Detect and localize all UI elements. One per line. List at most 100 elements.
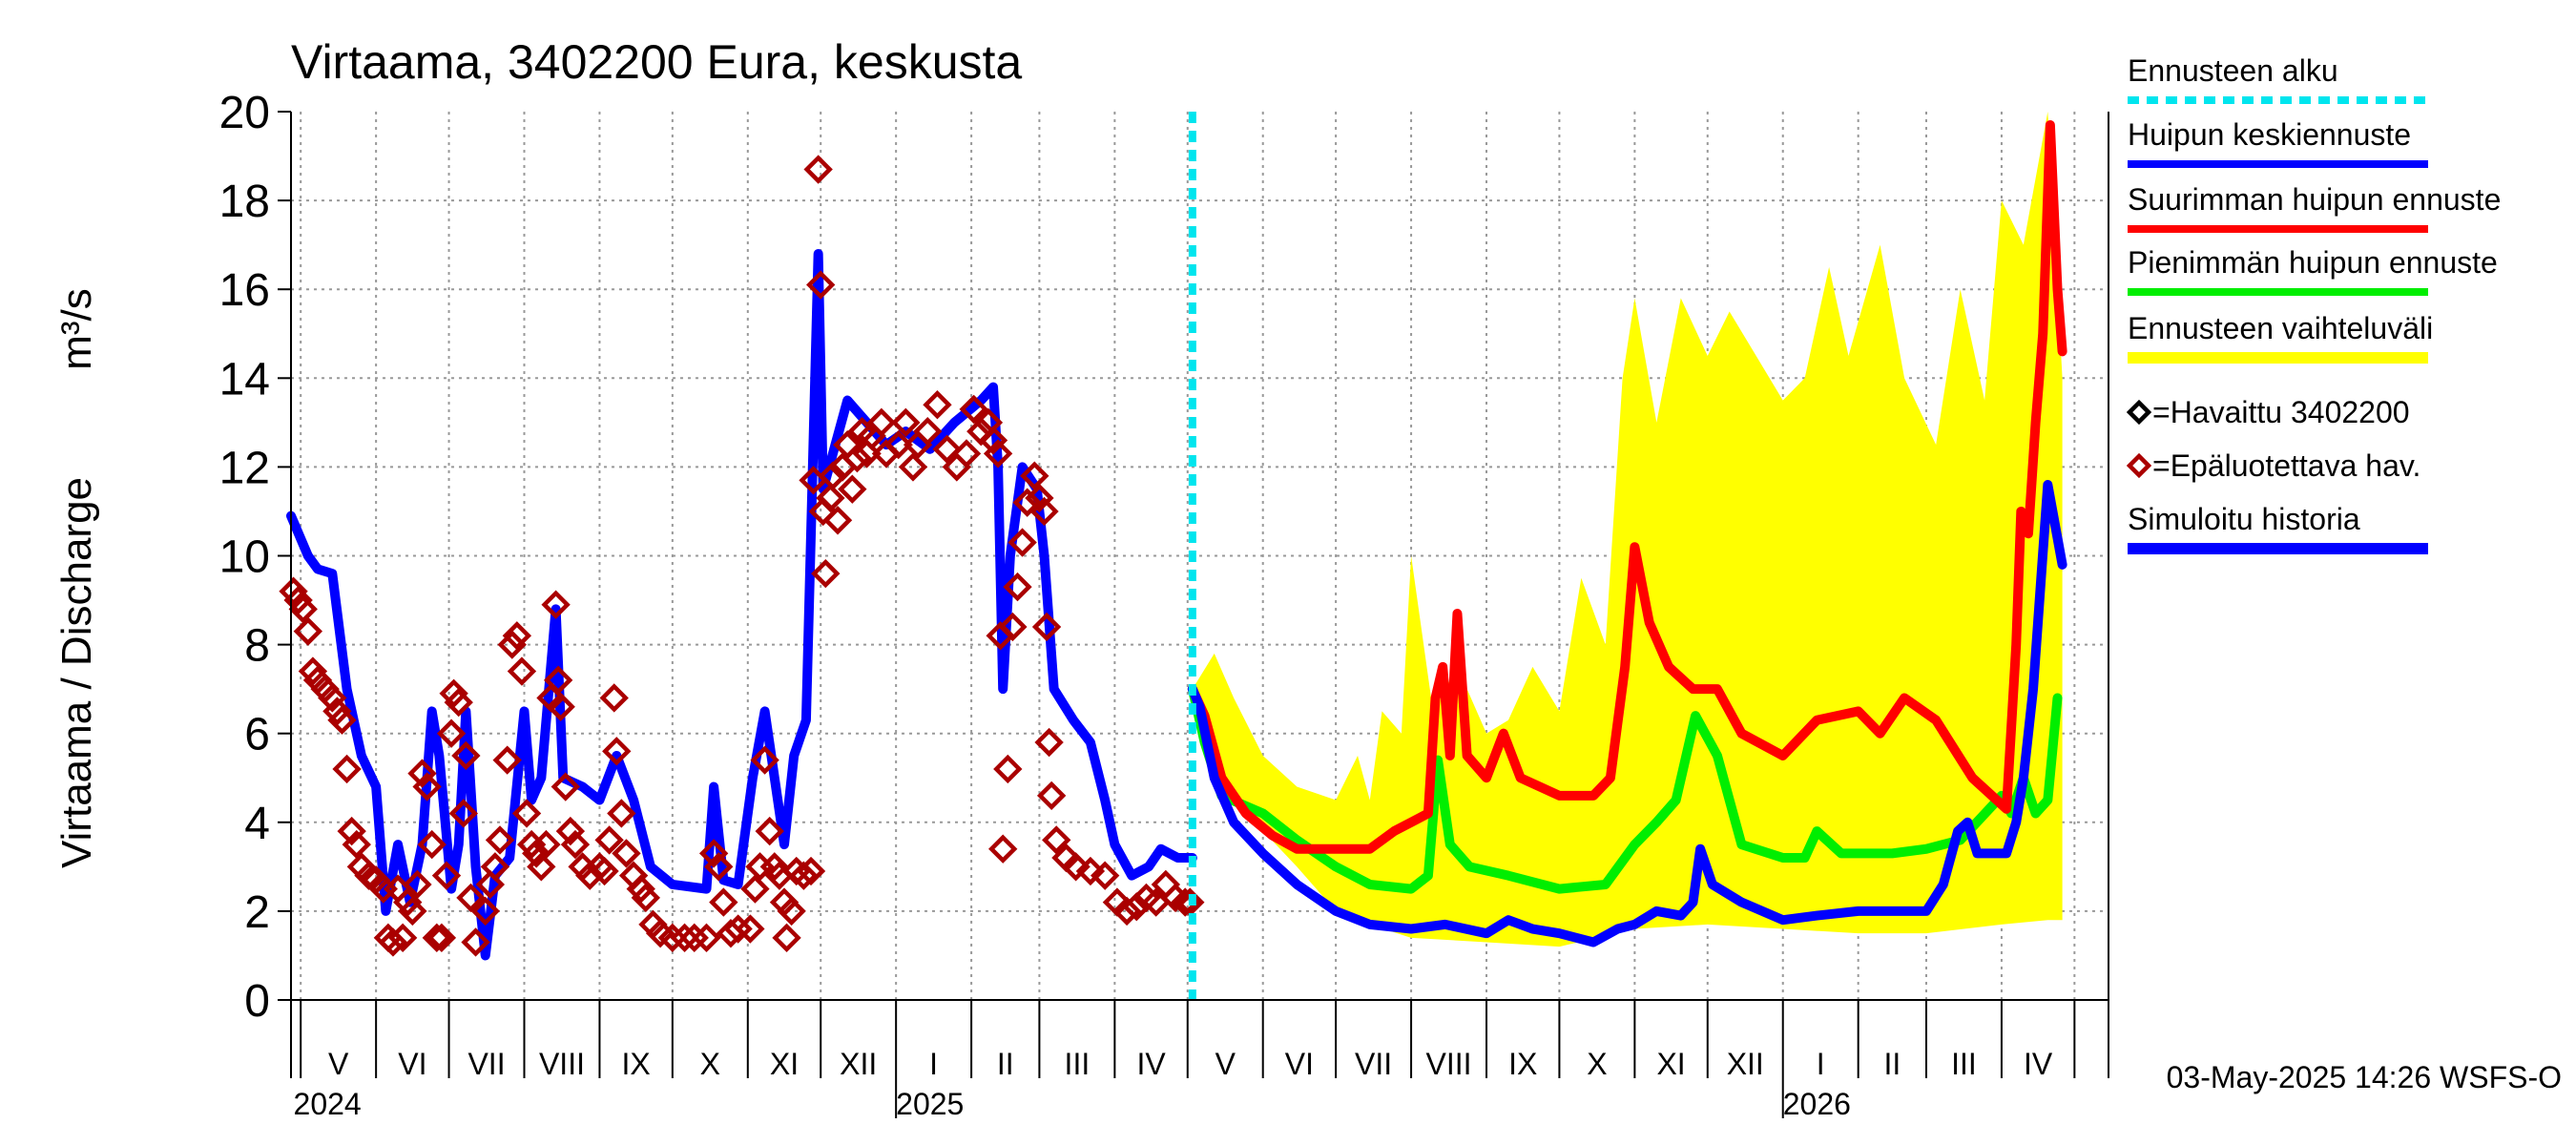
legend-simulated-history: Simuloitu historia xyxy=(2128,502,2428,554)
legend-label: Suurimman huipun ennuste xyxy=(2128,182,2501,217)
observation-diamond xyxy=(475,869,506,900)
month-label: VI xyxy=(398,1047,426,1081)
observation-diamond xyxy=(657,923,688,953)
observation-diamond xyxy=(431,861,462,890)
observation-diamond xyxy=(1061,852,1091,882)
observation-diamond xyxy=(527,852,556,882)
observation-diamond xyxy=(387,923,418,953)
observation-diamond xyxy=(842,443,872,473)
legend-label: =Havaittu 3402200 xyxy=(2152,395,2410,429)
y-axis-unit: m³/s xyxy=(53,288,100,370)
observation-diamond xyxy=(470,896,500,926)
y-axis-ticks: 0 2 4 6 8 10 12 14 16 18 20 xyxy=(219,88,291,1027)
observation-diamond xyxy=(709,887,738,917)
observation-diamond xyxy=(698,839,729,868)
observation-diamond xyxy=(923,390,952,420)
legend-label: Simuloitu historia xyxy=(2128,502,2360,536)
month-label: XII xyxy=(840,1047,877,1081)
legend-min-forecast: Pienimmän huipun ennuste xyxy=(2128,245,2498,296)
observation-diamond xyxy=(417,829,447,860)
x-axis: V VI VII VIII IX X XI XII I II III IV V VI VII VIII IX X X… xyxy=(294,1000,2076,1121)
observation-diamond xyxy=(759,852,789,882)
y-tick-label: 10 xyxy=(219,532,270,583)
min-forecast-line xyxy=(1187,684,2063,894)
observation-diamond xyxy=(444,687,473,718)
observation-diamond xyxy=(736,914,765,944)
month-label: V xyxy=(1215,1047,1236,1081)
observation-diamond xyxy=(1020,461,1049,490)
legend-symbol xyxy=(2126,452,2152,479)
observation-diamond xyxy=(439,678,468,708)
legend: Ennusteen alku Huipun keskiennuste Suurimm… xyxy=(2126,53,2501,554)
observation-diamond xyxy=(704,852,734,882)
month-label: VIII xyxy=(539,1047,585,1081)
observation-diamond xyxy=(456,883,486,913)
legend-label: =Epäluotettava hav. xyxy=(2152,448,2420,483)
observation-diamond xyxy=(883,429,913,460)
observation-diamond xyxy=(978,426,1008,455)
month-label: IX xyxy=(1508,1047,1537,1081)
observation-diamond xyxy=(692,923,721,953)
y-tick-label: 16 xyxy=(219,265,270,316)
y-tick-label: 20 xyxy=(219,88,270,138)
observation-diamond xyxy=(1090,861,1120,890)
observation-diamond xyxy=(1025,483,1054,513)
observation-diamond xyxy=(1031,612,1062,642)
observation-diamond xyxy=(602,737,632,766)
observation-diamond xyxy=(913,416,943,447)
month-label: I xyxy=(929,1047,938,1081)
observation-diamond xyxy=(551,772,580,802)
observation-diamond xyxy=(599,683,629,713)
observation-diamond xyxy=(852,439,882,468)
y-tick-label: 18 xyxy=(219,177,270,227)
observation-diamond xyxy=(811,558,841,589)
month-label: II xyxy=(1883,1047,1901,1081)
observation-diamond xyxy=(796,856,826,886)
month-label: X xyxy=(1587,1047,1607,1081)
month-label: V xyxy=(328,1047,349,1081)
month-label: IX xyxy=(622,1047,651,1081)
observation-markers xyxy=(279,155,1205,957)
observation-diamond xyxy=(993,754,1023,784)
legend-unreliable: =Epäluotettava hav. xyxy=(2126,448,2420,483)
year-label: 2026 xyxy=(1783,1087,1851,1121)
observation-diamond xyxy=(327,705,357,735)
observation-diamond xyxy=(932,434,962,464)
observation-diamond xyxy=(298,656,328,686)
observation-diamond xyxy=(1008,528,1037,557)
observation-diamond xyxy=(723,914,753,944)
observation-diamond xyxy=(959,394,988,425)
observation-diamond xyxy=(393,887,423,917)
year-label: 2024 xyxy=(294,1087,362,1121)
observation-diamond xyxy=(412,772,442,802)
observation-diamond xyxy=(546,692,575,721)
month-label: VII xyxy=(467,1047,505,1081)
observation-diamond xyxy=(777,896,806,926)
observation-diamond xyxy=(755,816,784,846)
y-tick-label: 0 xyxy=(244,976,270,1027)
observation-diamond xyxy=(426,923,457,953)
month-label: IV xyxy=(1136,1047,1166,1081)
observation-diamond xyxy=(866,407,897,438)
observation-diamond xyxy=(1012,488,1042,517)
observation-diamond xyxy=(822,506,853,535)
month-label: I xyxy=(1817,1047,1825,1081)
observation-diamond xyxy=(318,683,347,713)
legend-observed: =Havaittu 3402200 xyxy=(2126,395,2410,429)
observation-diamond xyxy=(288,594,318,624)
legend-label: Pienimmän huipun ennuste xyxy=(2128,245,2498,280)
observation-diamond xyxy=(1075,856,1106,886)
observation-diamond xyxy=(951,439,982,468)
month-label: IV xyxy=(2024,1047,2053,1081)
month-label: VII xyxy=(1355,1047,1392,1081)
observation-diamond xyxy=(750,745,779,775)
observation-diamond xyxy=(816,483,845,513)
observation-diamond xyxy=(679,923,709,953)
observation-diamond xyxy=(497,630,527,659)
observation-diamond xyxy=(507,656,537,686)
mean-forecast-line xyxy=(1187,480,2067,947)
observation-diamond xyxy=(594,825,624,855)
observation-diamond xyxy=(451,740,481,771)
legend-label: Ennusteen vaihteluväli xyxy=(2128,311,2433,345)
